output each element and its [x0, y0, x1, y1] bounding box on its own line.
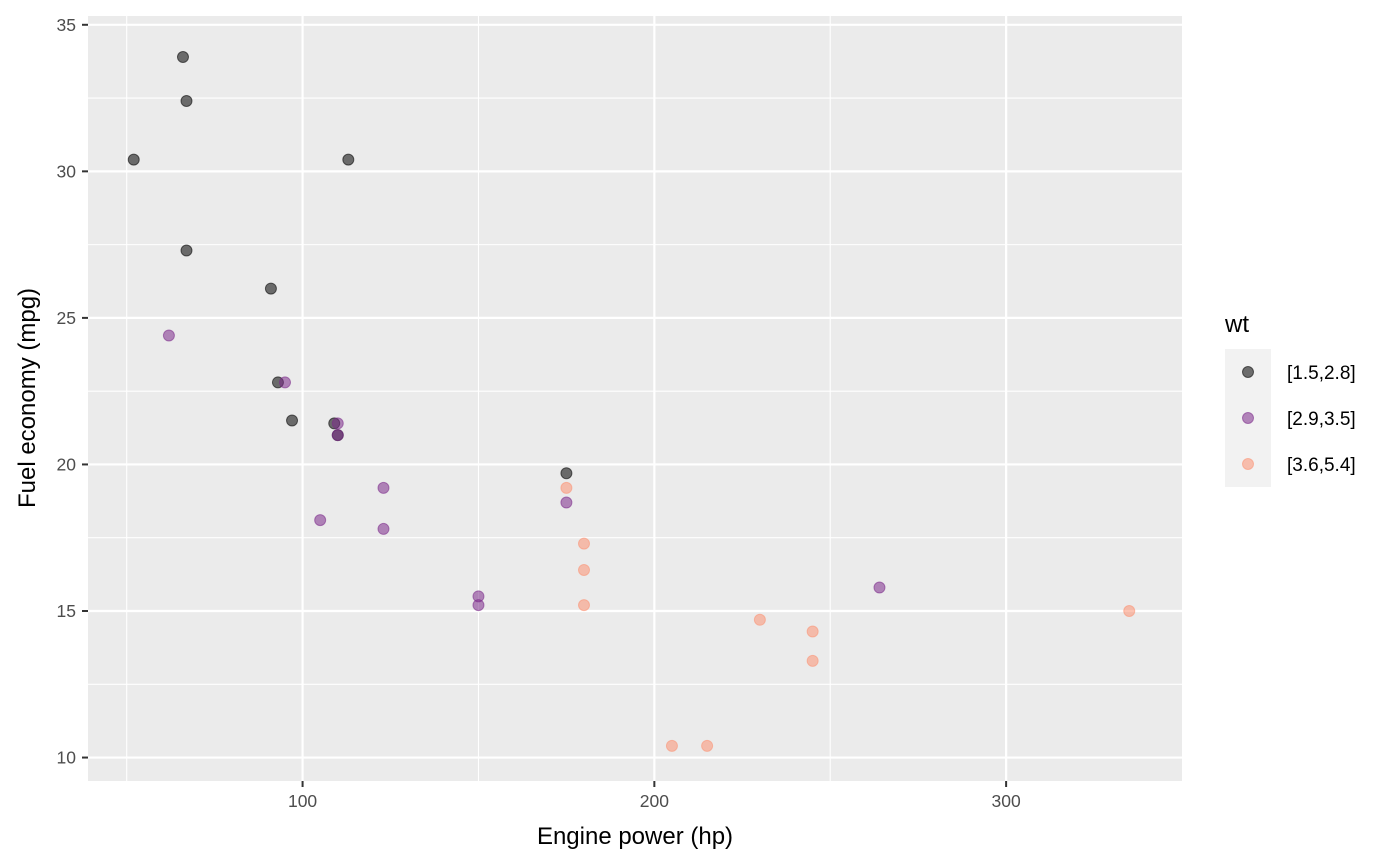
legend-key-1: [1242, 366, 1254, 378]
data-point-2: [331, 417, 344, 430]
data-point-1: [342, 153, 355, 166]
data-point-2: [331, 429, 344, 442]
panel-background: [88, 16, 1182, 781]
x-axis-title: Engine power (hp): [537, 823, 733, 850]
data-point-2: [560, 496, 573, 509]
y-tick-label: 20: [57, 454, 77, 474]
legend: wt [1.5,2.8] [2.9,3.5] [3.6,5.4]: [1224, 311, 1356, 487]
data-point-3: [806, 654, 819, 667]
data-point-2: [314, 514, 327, 527]
x-tick-label: 300: [992, 791, 1021, 811]
data-point-3: [1123, 605, 1136, 617]
data-point-1: [286, 414, 299, 427]
data-point-3: [701, 739, 714, 752]
y-tick-label: 30: [57, 161, 77, 181]
y-tick-label: 35: [57, 15, 76, 35]
y-tick-label: 15: [57, 601, 76, 621]
legend-label-2: [2.9,3.5]: [1287, 409, 1356, 430]
data-point-3: [577, 563, 590, 576]
data-point-3: [665, 739, 678, 752]
x-tick-label: 200: [640, 791, 669, 811]
data-points: [127, 51, 1136, 752]
data-point-2: [472, 599, 485, 612]
data-point-1: [560, 467, 573, 480]
data-point-1: [180, 244, 193, 257]
data-point-1: [127, 153, 140, 166]
y-axis-title: Fuel economy (mpg): [14, 288, 41, 508]
data-point-3: [560, 481, 573, 494]
data-point-2: [162, 329, 175, 342]
minor-gridlines: [88, 16, 1182, 781]
legend-label-1: [1.5,2.8]: [1287, 363, 1356, 384]
y-tick-label: 25: [57, 308, 76, 328]
data-point-2: [377, 481, 390, 494]
data-point-2: [873, 581, 886, 594]
x-tick-label: 100: [288, 791, 317, 811]
legend-label-3: [3.6,5.4]: [1287, 455, 1356, 476]
data-point-3: [753, 613, 766, 626]
legend-key-3: [1242, 458, 1254, 470]
data-point-1: [264, 282, 277, 295]
data-point-1: [176, 51, 189, 64]
legend-key-2: [1242, 412, 1254, 424]
data-point-2: [377, 522, 390, 535]
legend-title: wt: [1224, 311, 1249, 338]
y-axis: 10 15 20 25 30 35: [57, 15, 88, 768]
data-point-2: [278, 376, 291, 389]
major-gridlines: [88, 16, 1182, 781]
data-point-1: [180, 95, 193, 107]
y-tick-label: 10: [57, 748, 77, 768]
data-point-3: [577, 537, 590, 550]
data-point-3: [806, 625, 819, 638]
x-axis: 100 200 300: [288, 781, 1021, 811]
data-point-3: [577, 599, 590, 612]
legend-keys: [1.5,2.8] [2.9,3.5] [3.6,5.4]: [1225, 349, 1356, 487]
